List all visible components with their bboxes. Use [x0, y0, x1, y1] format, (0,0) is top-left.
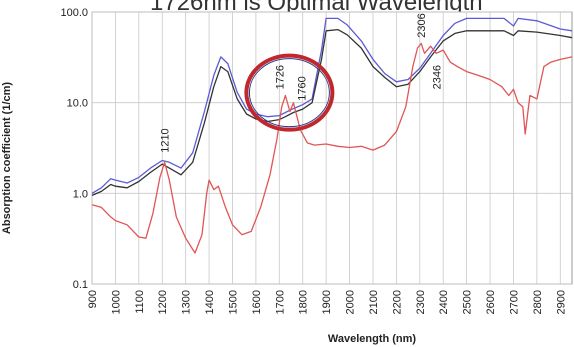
- x-tick-label: 2400: [438, 290, 450, 314]
- peak-label-1760: 1760: [296, 76, 308, 100]
- x-tick-label: 2800: [532, 290, 544, 314]
- x-tick-label: 1500: [227, 290, 239, 314]
- peak-label-1726: 1726: [274, 65, 286, 89]
- x-tick-label: 2500: [462, 290, 474, 314]
- x-tick-label: 1100: [134, 290, 146, 314]
- x-tick-label: 2900: [555, 290, 567, 314]
- y-axis-ticks: 0.1 1.0 10.0 100.0: [60, 7, 88, 291]
- x-tick-label: 2100: [368, 290, 380, 314]
- y-tick-label: 100.0: [60, 7, 88, 19]
- x-tick-label: 1800: [298, 290, 310, 314]
- x-tick-label: 900: [87, 290, 99, 308]
- y-tick-label: 0.1: [73, 279, 88, 291]
- y-axis-title: Absorption coefficient (1/cm): [1, 82, 13, 235]
- x-tick-label: 2300: [415, 290, 427, 314]
- x-tick-label: 1700: [274, 290, 286, 314]
- x-tick-label: 1400: [204, 290, 216, 314]
- x-tick-label: 1000: [110, 290, 122, 314]
- x-axis-ticks: 900 1000 1100 1200 1300 1400 1500 1600 1700 1800 1…: [87, 290, 567, 314]
- peak-label-2306: 2306: [416, 13, 428, 37]
- x-tick-label: 2700: [508, 290, 520, 314]
- x-axis-title: Wavelength (nm): [328, 333, 417, 345]
- x-tick-label: 2600: [485, 290, 497, 314]
- peak-label-1210: 1210: [160, 128, 172, 152]
- x-tick-label: 1900: [321, 290, 333, 314]
- x-tick-label: 1200: [157, 290, 169, 314]
- y-tick-label: 1.0: [73, 188, 88, 200]
- y-tick-label: 10.0: [67, 98, 88, 110]
- x-tick-label: 2000: [345, 290, 357, 314]
- x-tick-label: 1300: [181, 290, 193, 314]
- x-tick-label: 1600: [251, 290, 263, 314]
- peak-label-2346: 2346: [432, 65, 444, 89]
- x-tick-label: 2200: [391, 290, 403, 314]
